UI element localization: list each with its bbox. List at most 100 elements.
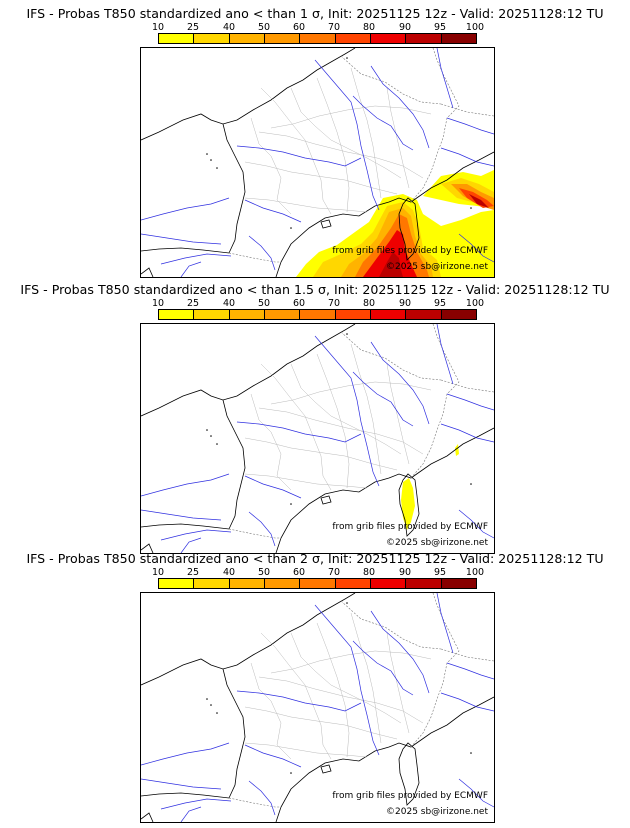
source-credit: from grib files provided by ECMWF: [332, 522, 488, 532]
colorbar-tick: 90: [398, 298, 412, 309]
colorbar-tick: 10: [151, 567, 165, 578]
colorbar-segment: [335, 310, 371, 319]
colorbar-segment: [229, 34, 265, 43]
colorbar-segment: [194, 34, 230, 43]
colorbar-segment: [406, 579, 442, 588]
copyright-credit: ©2025 sb@irizone.net: [386, 262, 488, 272]
colorbar-tick: 60: [292, 22, 306, 33]
source-credit: from grib files provided by ECMWF: [332, 791, 488, 801]
colorbar-segment: [159, 34, 195, 43]
map-canvas: [141, 324, 494, 553]
colorbar-tick: 10: [151, 298, 165, 309]
map-geography: [141, 48, 494, 277]
colorbar-tick: 70: [327, 22, 341, 33]
colorbar-segment: [300, 34, 336, 43]
colorbar-tick: 60: [292, 298, 306, 309]
small-islands: [206, 57, 472, 229]
colorbar-tick: 40: [222, 298, 236, 309]
map-canvas: [141, 593, 494, 822]
small-islands: [206, 602, 472, 774]
rivers: [141, 324, 494, 553]
colorbar-segment: [335, 579, 371, 588]
colorbar-tick: 80: [362, 22, 376, 33]
panel-title: IFS - Probas T850 standardized ano < tha…: [26, 551, 604, 566]
colorbar-tick: 40: [222, 567, 236, 578]
colorbar: [158, 309, 477, 320]
colorbar-segment: [229, 310, 265, 319]
map-frame: from grib files provided by ECMWF ©2025 …: [140, 592, 495, 823]
colorbar-tick: 25: [186, 298, 200, 309]
colorbar-tick: 50: [257, 567, 271, 578]
colorbar-tick-labels: 10 25 40 50 60 70 80 90 95 100: [141, 298, 491, 309]
colorbar-segment: [159, 310, 195, 319]
coastline: [141, 593, 494, 822]
colorbar-tick: 50: [257, 298, 271, 309]
copyright-credit: ©2025 sb@irizone.net: [386, 538, 488, 548]
colorbar-tick-labels: 10 25 40 50 60 70 80 90 95 100: [141, 567, 491, 578]
panel-title: IFS - Probas T850 standardized ano < tha…: [26, 6, 604, 21]
colorbar-segment: [264, 579, 301, 588]
colorbar: [158, 578, 477, 589]
colorbar-segment: [300, 310, 336, 319]
map-geography: [141, 593, 494, 822]
probability-field: [296, 170, 494, 277]
region-borders: [244, 343, 432, 491]
colorbar-segment: [441, 579, 476, 588]
map-frame: from grib files provided by ECMWF ©2025 …: [140, 323, 495, 554]
panel-title: IFS - Probas T850 standardized ano < tha…: [20, 282, 610, 297]
colorbar-segment: [441, 310, 476, 319]
colorbar-tick: 80: [362, 567, 376, 578]
map-frame: from grib files provided by ECMWF ©2025 …: [140, 47, 495, 278]
map-canvas: [141, 48, 494, 277]
corsica-island: [320, 742, 420, 806]
colorbar-tick: 25: [186, 567, 200, 578]
colorbar-tick: 95: [433, 567, 447, 578]
rivers: [141, 593, 494, 822]
map-geography: [141, 324, 494, 553]
colorbar-tick: 25: [186, 22, 200, 33]
forecast-panel-2sigma: IFS - Probas T850 standardized ano < tha…: [0, 545, 630, 823]
copyright-credit: ©2025 sb@irizone.net: [386, 807, 488, 817]
colorbar-tick: 100: [465, 567, 485, 578]
corsica-island: [320, 473, 420, 537]
colorbar-segment: [370, 579, 407, 588]
forecast-panel-1sigma: IFS - Probas T850 standardized ano < tha…: [0, 0, 630, 278]
forecast-panel-1-5sigma: IFS - Probas T850 standardized ano < tha…: [0, 276, 630, 554]
colorbar-segment: [406, 34, 442, 43]
colorbar-tick: 70: [327, 567, 341, 578]
colorbar-tick: 95: [433, 298, 447, 309]
coastline: [141, 324, 494, 553]
colorbar-segment: [159, 579, 195, 588]
colorbar-tick: 40: [222, 22, 236, 33]
colorbar-tick: 10: [151, 22, 165, 33]
colorbar-segment: [264, 34, 301, 43]
colorbar-segment: [264, 310, 301, 319]
colorbar-tick: 100: [465, 22, 485, 33]
colorbar-segment: [370, 310, 407, 319]
colorbar-tick: 90: [398, 22, 412, 33]
probability-field: [401, 444, 459, 530]
colorbar-tick: 50: [257, 22, 271, 33]
colorbar-tick: 100: [465, 298, 485, 309]
coastline: [141, 48, 494, 277]
colorbar-tick: 70: [327, 298, 341, 309]
region-borders: [244, 612, 432, 760]
region-borders: [244, 67, 432, 215]
colorbar-segment: [300, 579, 336, 588]
colorbar-segment: [370, 34, 407, 43]
colorbar-tick: 90: [398, 567, 412, 578]
colorbar-segment: [441, 34, 476, 43]
colorbar-segment: [406, 310, 442, 319]
colorbar-segment: [194, 310, 230, 319]
colorbar: [158, 33, 477, 44]
corsica-island: [320, 197, 420, 261]
small-islands: [206, 333, 472, 505]
colorbar-tick: 60: [292, 567, 306, 578]
colorbar-segment: [335, 34, 371, 43]
rivers: [141, 48, 494, 277]
colorbar-tick: 95: [433, 22, 447, 33]
colorbar-tick-labels: 10 25 40 50 60 70 80 90 95 100: [141, 22, 491, 33]
source-credit: from grib files provided by ECMWF: [332, 246, 488, 256]
colorbar-segment: [194, 579, 230, 588]
colorbar-tick: 80: [362, 298, 376, 309]
